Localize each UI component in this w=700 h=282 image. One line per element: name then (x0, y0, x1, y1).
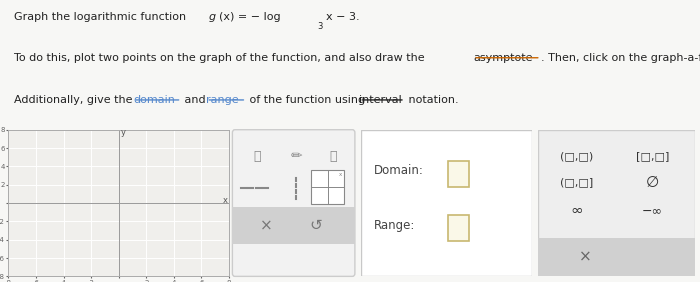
Text: x: x (339, 172, 342, 177)
Text: g: g (209, 12, 216, 22)
Text: ⤵: ⤵ (329, 150, 337, 163)
Text: asymptote: asymptote (473, 53, 533, 63)
Text: ×: × (260, 218, 273, 233)
FancyBboxPatch shape (448, 160, 468, 187)
Text: interval: interval (359, 95, 402, 105)
FancyBboxPatch shape (360, 130, 532, 276)
Text: −∞: −∞ (642, 204, 663, 217)
FancyBboxPatch shape (312, 170, 344, 204)
Bar (232, 208, 355, 244)
FancyBboxPatch shape (538, 130, 695, 276)
Text: of the function using: of the function using (246, 95, 369, 105)
Text: x − 3.: x − 3. (326, 12, 359, 22)
Text: (□,□]: (□,□] (560, 177, 594, 188)
Text: Domain:: Domain: (374, 164, 424, 177)
FancyBboxPatch shape (232, 130, 355, 276)
Text: ×: × (578, 250, 592, 265)
Text: Graph the logarithmic function: Graph the logarithmic function (14, 12, 190, 22)
Text: Additionally, give the: Additionally, give the (14, 95, 136, 105)
Text: ↺: ↺ (309, 218, 322, 233)
Text: notation.: notation. (405, 95, 458, 105)
Text: and: and (181, 95, 209, 105)
Text: [□,□]: [□,□] (636, 151, 669, 161)
Text: range: range (206, 95, 239, 105)
Bar (538, 238, 695, 276)
Text: 3: 3 (317, 22, 323, 31)
Text: ✏: ✏ (290, 149, 302, 163)
Text: To do this, plot two points on the graph of the function, and also draw the: To do this, plot two points on the graph… (14, 53, 428, 63)
Text: 🧹: 🧹 (253, 150, 260, 163)
Text: (x) = − log: (x) = − log (218, 12, 281, 22)
Text: y: y (120, 128, 125, 137)
Text: ∞: ∞ (570, 203, 583, 218)
Text: x: x (223, 196, 228, 205)
Text: Range:: Range: (374, 219, 416, 232)
Text: . Then, click on the graph-a-function button.: . Then, click on the graph-a-function bu… (540, 53, 700, 63)
FancyBboxPatch shape (448, 215, 468, 241)
Text: (□,□): (□,□) (560, 151, 594, 161)
Text: ∅: ∅ (646, 175, 659, 190)
Text: domain: domain (133, 95, 175, 105)
